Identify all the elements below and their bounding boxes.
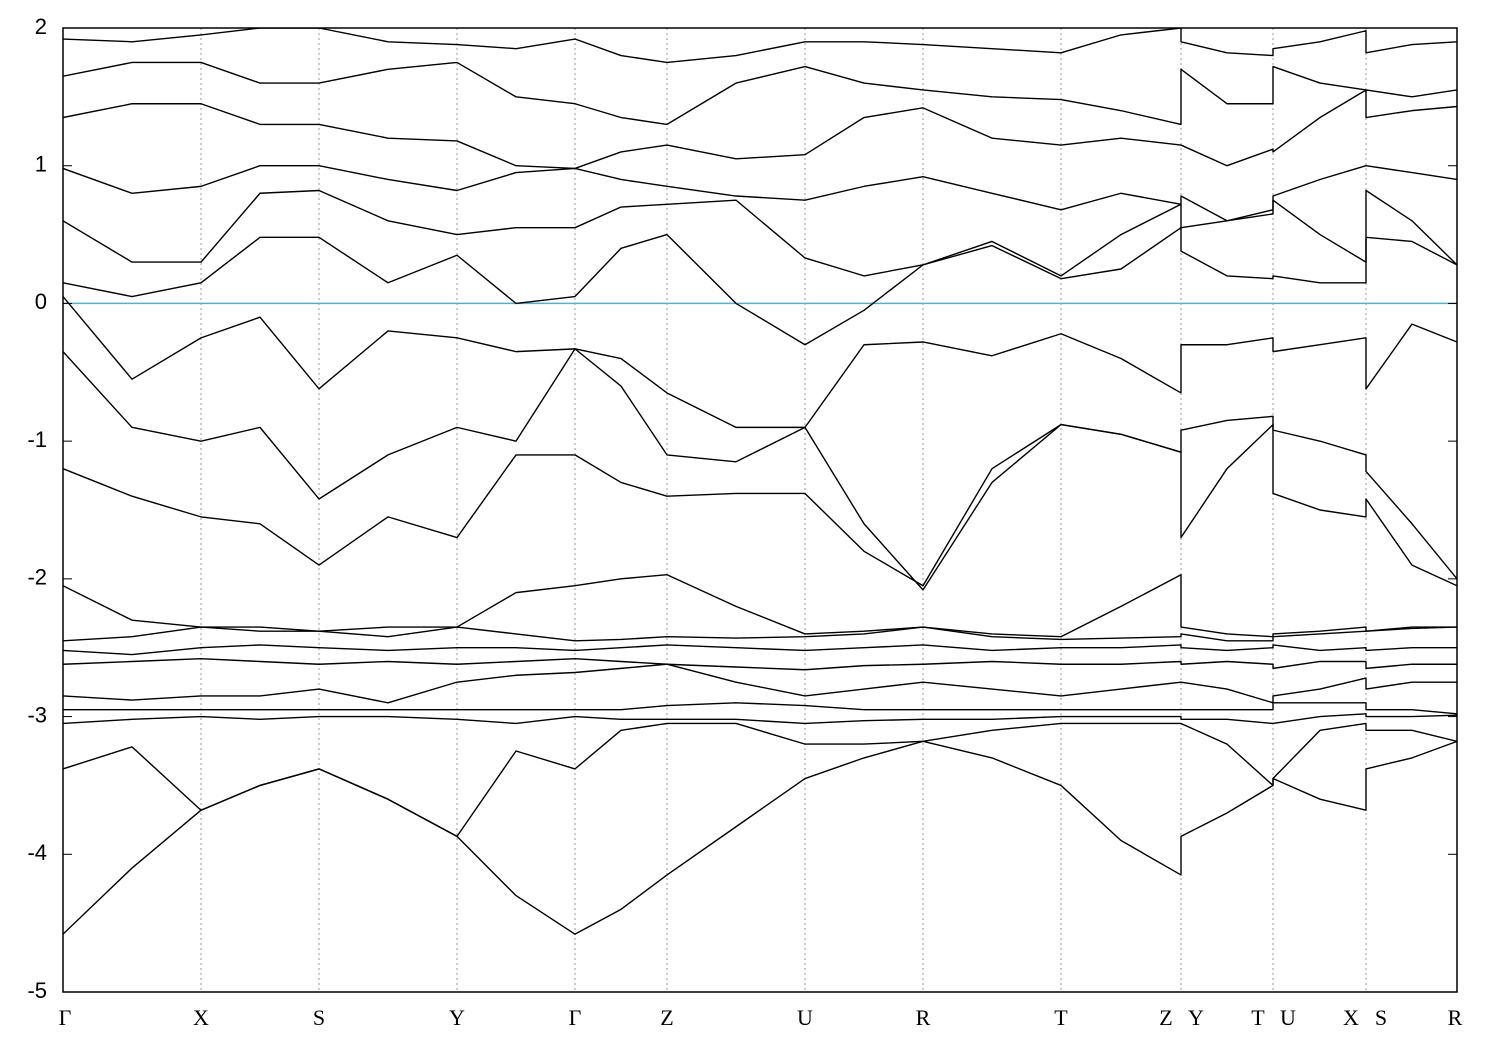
band-line bbox=[63, 626, 1457, 642]
x-tick-label: S bbox=[1375, 1005, 1387, 1030]
x-tick-label: T bbox=[1054, 1005, 1068, 1030]
x-tick-label: T bbox=[1251, 1005, 1265, 1030]
x-tick-label: Z bbox=[1159, 1005, 1172, 1030]
band-line bbox=[63, 296, 1457, 429]
band-line bbox=[63, 644, 1457, 656]
y-tick-label: -4 bbox=[27, 840, 47, 865]
y-tick-label: 2 bbox=[35, 14, 47, 39]
x-tick-label: X bbox=[193, 1005, 209, 1030]
x-tick-label: R bbox=[916, 1005, 931, 1030]
x-tick-label: X bbox=[1343, 1005, 1359, 1030]
band-line bbox=[63, 61, 1457, 126]
band-line bbox=[63, 702, 1457, 715]
band-line bbox=[63, 348, 1457, 591]
x-tick-label: S bbox=[313, 1005, 325, 1030]
x-tick-label: U bbox=[797, 1005, 813, 1030]
y-tick-label: -1 bbox=[27, 427, 47, 452]
band-line bbox=[63, 165, 1457, 222]
y-tick-label: -3 bbox=[27, 702, 47, 727]
x-tick-label: U bbox=[1280, 1005, 1296, 1030]
bands bbox=[63, 28, 1457, 935]
band-line bbox=[63, 189, 1457, 277]
plot-frame bbox=[62, 27, 1458, 993]
y-tick-label: 1 bbox=[35, 152, 47, 177]
x-tick-label: Z bbox=[660, 1005, 673, 1030]
y-tick-label: 0 bbox=[35, 289, 47, 314]
grid bbox=[200, 28, 1367, 992]
band-line bbox=[63, 663, 1457, 704]
x-tick-label: Γ bbox=[59, 1005, 72, 1030]
band-line bbox=[63, 713, 1457, 725]
band-line bbox=[63, 89, 1457, 170]
x-tick-label: Γ bbox=[569, 1005, 582, 1030]
x-tick-label: R bbox=[1448, 1005, 1463, 1030]
x-tick-label: Y bbox=[449, 1005, 465, 1030]
band-line bbox=[63, 658, 1457, 671]
y-tick-label: -2 bbox=[27, 565, 47, 590]
band-line bbox=[63, 574, 1457, 638]
y-tick-label: -5 bbox=[27, 978, 47, 1003]
band-line bbox=[63, 423, 1457, 587]
band-line bbox=[63, 28, 1457, 64]
x-tick-label: Y bbox=[1188, 1005, 1204, 1030]
band-line bbox=[63, 226, 1457, 346]
band-line bbox=[63, 740, 1457, 935]
band-line bbox=[63, 722, 1457, 838]
